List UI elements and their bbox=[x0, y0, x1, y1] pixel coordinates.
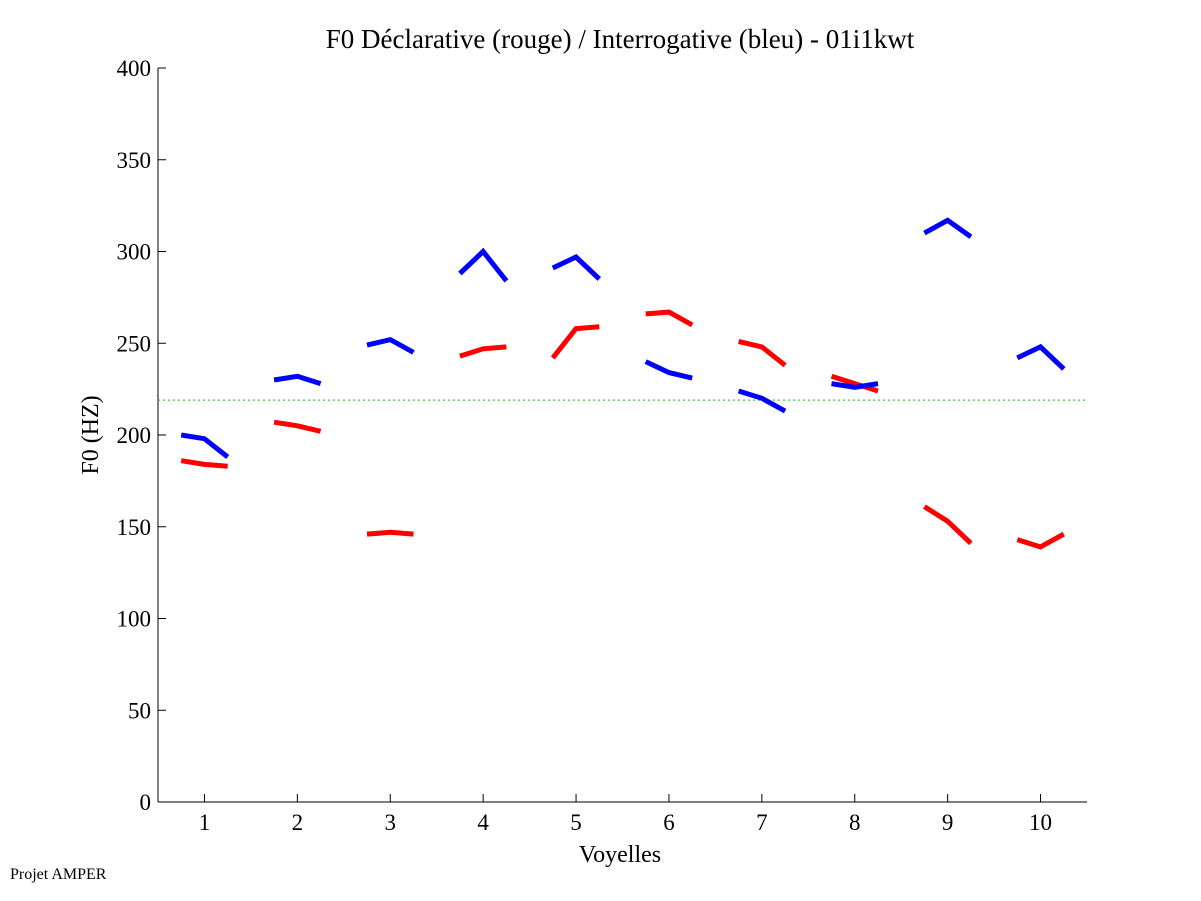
y-tick-label: 150 bbox=[117, 515, 152, 540]
x-axis-label: Voyelles bbox=[579, 842, 661, 868]
vowel-3-contour bbox=[366, 529, 414, 537]
vowel-7-contour bbox=[737, 388, 787, 414]
vowel-4-contour bbox=[458, 247, 509, 283]
x-tick-label: 4 bbox=[477, 810, 489, 835]
x-tick-label: 1 bbox=[199, 810, 211, 835]
vowel-8-contour bbox=[830, 373, 879, 394]
footer-credit: Projet AMPER bbox=[10, 866, 107, 883]
vowel-9-contour bbox=[923, 217, 973, 239]
vowel-2-contour bbox=[273, 373, 322, 386]
chart-title: F0 Déclarative (rouge) / Interrogative (… bbox=[326, 24, 915, 54]
x-tick-label: 5 bbox=[570, 810, 582, 835]
y-tick-label: 250 bbox=[117, 331, 152, 356]
x-tick-label: 7 bbox=[756, 810, 768, 835]
vowel-10-contour bbox=[1016, 343, 1066, 371]
vowel-9-contour bbox=[923, 504, 973, 546]
y-tick-label: 300 bbox=[117, 240, 152, 265]
y-tick-label: 100 bbox=[117, 607, 152, 632]
vowel-7-contour bbox=[738, 338, 787, 368]
x-tick-label: 3 bbox=[385, 810, 397, 835]
series-declarative bbox=[180, 309, 1066, 550]
y-tick-label: 350 bbox=[117, 148, 152, 173]
vowel-8-contour bbox=[831, 381, 879, 390]
y-ticks: 0 50 100 150 200 250 300 350 400 bbox=[117, 56, 166, 815]
x-tick-label: 9 bbox=[942, 810, 954, 835]
vowel-6-contour bbox=[645, 309, 694, 328]
vowel-1-contour bbox=[180, 432, 230, 459]
y-tick-label: 0 bbox=[140, 790, 152, 815]
vowel-3-contour bbox=[366, 336, 415, 355]
series-layer bbox=[180, 217, 1066, 550]
vowel-1-contour bbox=[180, 458, 228, 469]
x-tick-label: 6 bbox=[663, 810, 675, 835]
plot-area: 0 50 100 150 200 250 300 350 400 1 2 3 4 5 6 7 8 9 10 bbox=[117, 56, 1087, 835]
vowel-6-contour bbox=[644, 359, 693, 381]
y-tick-label: 50 bbox=[128, 698, 151, 723]
y-tick-label: 200 bbox=[117, 423, 152, 448]
vowel-4-contour bbox=[459, 344, 507, 359]
y-axis-label: F0 (HZ) bbox=[78, 395, 104, 474]
vowel-5-contour bbox=[551, 254, 602, 281]
vowel-2-contour bbox=[273, 419, 322, 434]
x-tick-label: 8 bbox=[849, 810, 861, 835]
x-tick-label: 10 bbox=[1029, 810, 1052, 835]
vowel-5-contour bbox=[550, 324, 600, 360]
y-tick-label: 400 bbox=[117, 56, 152, 81]
vowel-10-contour bbox=[1016, 531, 1066, 550]
x-tick-label: 2 bbox=[292, 810, 304, 835]
series-interrogative bbox=[180, 217, 1066, 459]
x-ticks: 1 2 3 4 5 6 7 8 9 10 bbox=[199, 794, 1052, 835]
